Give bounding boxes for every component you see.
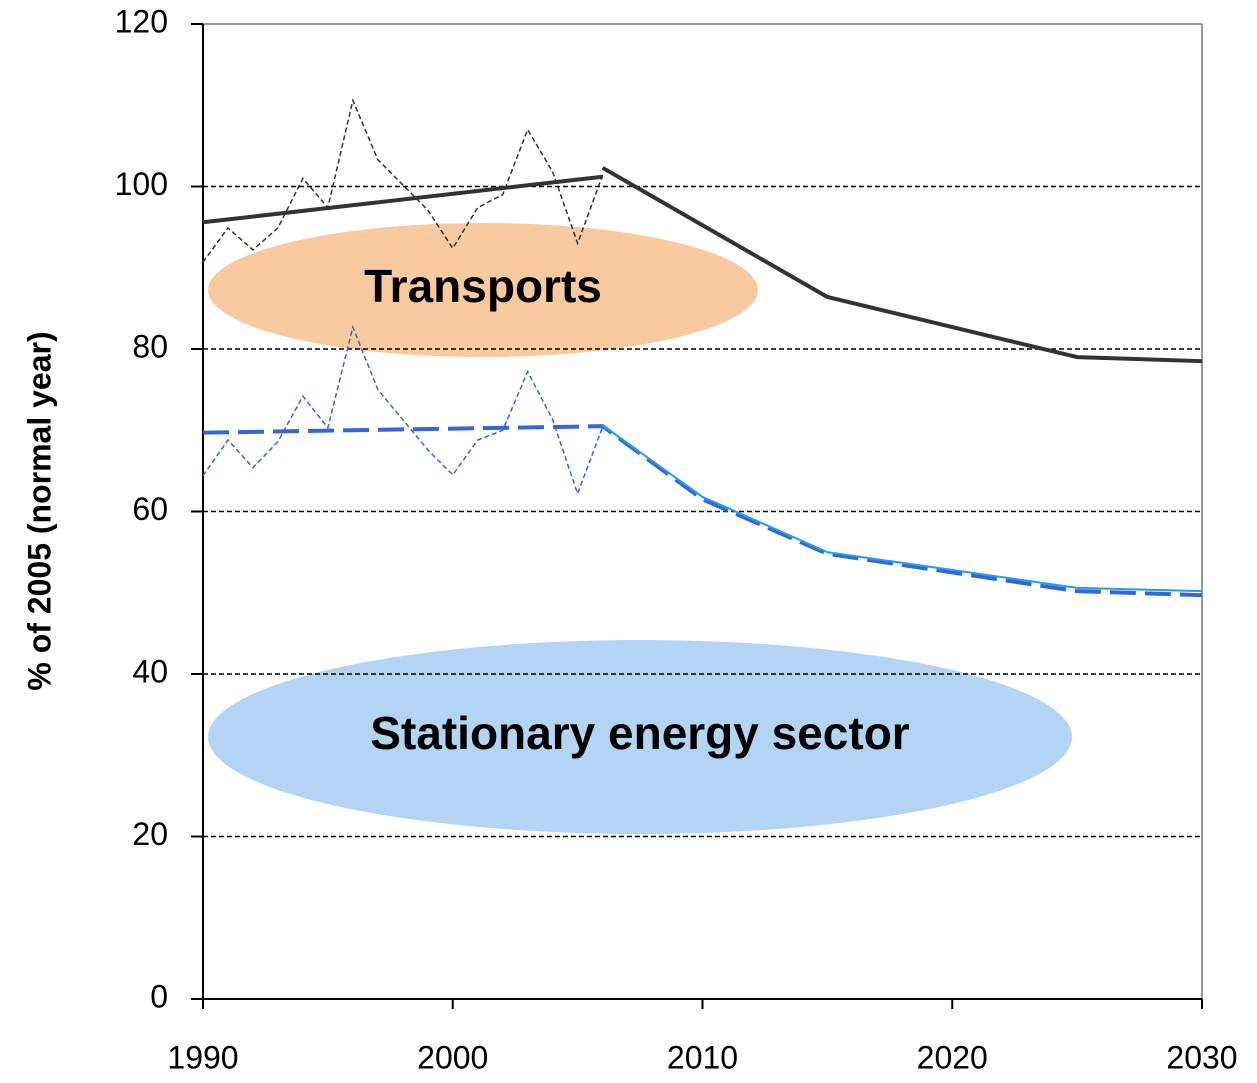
- series-line: [202, 324, 604, 496]
- x-tick-label: 2020: [917, 1039, 988, 1075]
- x-tick-label: 1990: [167, 1039, 238, 1075]
- y-tick-label: 40: [132, 653, 168, 689]
- series-line: [202, 424, 1203, 598]
- y-tick-label: 80: [132, 328, 168, 364]
- y-tick-label: 100: [115, 166, 168, 202]
- x-tick-label: 2000: [417, 1039, 488, 1075]
- y-tick-label: 20: [132, 816, 168, 852]
- x-tick-label: 2030: [1166, 1039, 1237, 1075]
- x-tick-label: 2010: [667, 1039, 738, 1075]
- y-axis-label: % of 2005 (normal year): [21, 331, 57, 690]
- annotation-text: Stationary energy sector: [370, 707, 910, 759]
- series-line: [202, 97, 604, 263]
- series-line: [601, 166, 1203, 364]
- annotation-text: Transports: [364, 260, 602, 312]
- y-tick-label: 60: [132, 491, 168, 527]
- series-line: [202, 174, 603, 225]
- series-line: [602, 424, 1203, 593]
- y-tick-label: 0: [150, 978, 168, 1014]
- annotation-ellipse: [208, 640, 1072, 834]
- y-tick-label: 120: [115, 3, 168, 39]
- annotation-ellipse: [208, 223, 758, 357]
